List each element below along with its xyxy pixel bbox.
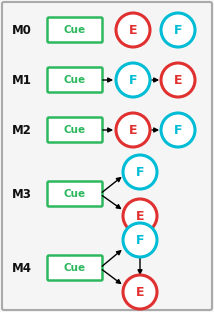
Circle shape — [123, 155, 157, 189]
Circle shape — [123, 223, 157, 257]
Text: Cue: Cue — [64, 189, 86, 199]
FancyBboxPatch shape — [48, 182, 103, 207]
FancyBboxPatch shape — [48, 118, 103, 143]
Text: F: F — [129, 74, 137, 86]
Circle shape — [123, 275, 157, 309]
Text: Cue: Cue — [64, 263, 86, 273]
Text: M0: M0 — [12, 23, 32, 37]
Text: M1: M1 — [12, 74, 32, 86]
Circle shape — [161, 63, 195, 97]
FancyBboxPatch shape — [48, 17, 103, 42]
FancyBboxPatch shape — [2, 2, 212, 310]
Circle shape — [123, 199, 157, 233]
Text: E: E — [136, 285, 144, 299]
Text: E: E — [136, 209, 144, 222]
FancyBboxPatch shape — [48, 256, 103, 280]
Text: F: F — [174, 124, 182, 137]
Text: Cue: Cue — [64, 75, 86, 85]
Text: F: F — [136, 233, 144, 246]
Circle shape — [161, 13, 195, 47]
Text: Cue: Cue — [64, 25, 86, 35]
Text: M3: M3 — [12, 188, 32, 201]
Text: E: E — [174, 74, 182, 86]
Text: F: F — [136, 165, 144, 178]
Text: M4: M4 — [12, 261, 32, 275]
FancyBboxPatch shape — [48, 67, 103, 92]
Text: E: E — [129, 124, 137, 137]
Circle shape — [116, 63, 150, 97]
Text: Cue: Cue — [64, 125, 86, 135]
Circle shape — [116, 113, 150, 147]
Text: M2: M2 — [12, 124, 32, 137]
Text: F: F — [174, 23, 182, 37]
Circle shape — [116, 13, 150, 47]
Text: E: E — [129, 23, 137, 37]
Circle shape — [161, 113, 195, 147]
